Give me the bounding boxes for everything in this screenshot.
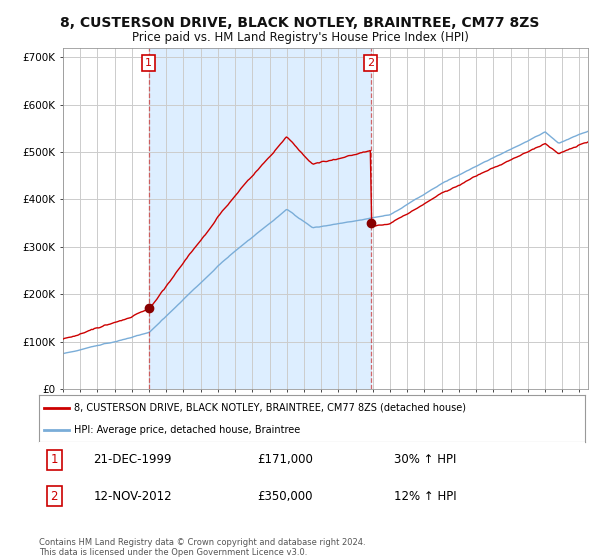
Text: 12-NOV-2012: 12-NOV-2012	[94, 489, 172, 503]
Text: 21-DEC-1999: 21-DEC-1999	[94, 453, 172, 466]
Text: Price paid vs. HM Land Registry's House Price Index (HPI): Price paid vs. HM Land Registry's House …	[131, 31, 469, 44]
Text: 2: 2	[50, 489, 58, 503]
Text: 8, CUSTERSON DRIVE, BLACK NOTLEY, BRAINTREE, CM77 8ZS: 8, CUSTERSON DRIVE, BLACK NOTLEY, BRAINT…	[61, 16, 539, 30]
Text: £171,000: £171,000	[257, 453, 313, 466]
Text: 2: 2	[367, 58, 374, 68]
Text: HPI: Average price, detached house, Braintree: HPI: Average price, detached house, Brai…	[74, 424, 301, 435]
Bar	[149, 48, 371, 389]
Text: 30% ↑ HPI: 30% ↑ HPI	[394, 453, 456, 466]
Text: 1: 1	[145, 58, 152, 68]
Text: 1: 1	[50, 453, 58, 466]
Text: 8, CUSTERSON DRIVE, BLACK NOTLEY, BRAINTREE, CM77 8ZS (detached house): 8, CUSTERSON DRIVE, BLACK NOTLEY, BRAINT…	[74, 403, 466, 413]
Text: 12% ↑ HPI: 12% ↑ HPI	[394, 489, 457, 503]
Text: Contains HM Land Registry data © Crown copyright and database right 2024.
This d: Contains HM Land Registry data © Crown c…	[39, 538, 365, 557]
Text: £350,000: £350,000	[257, 489, 313, 503]
